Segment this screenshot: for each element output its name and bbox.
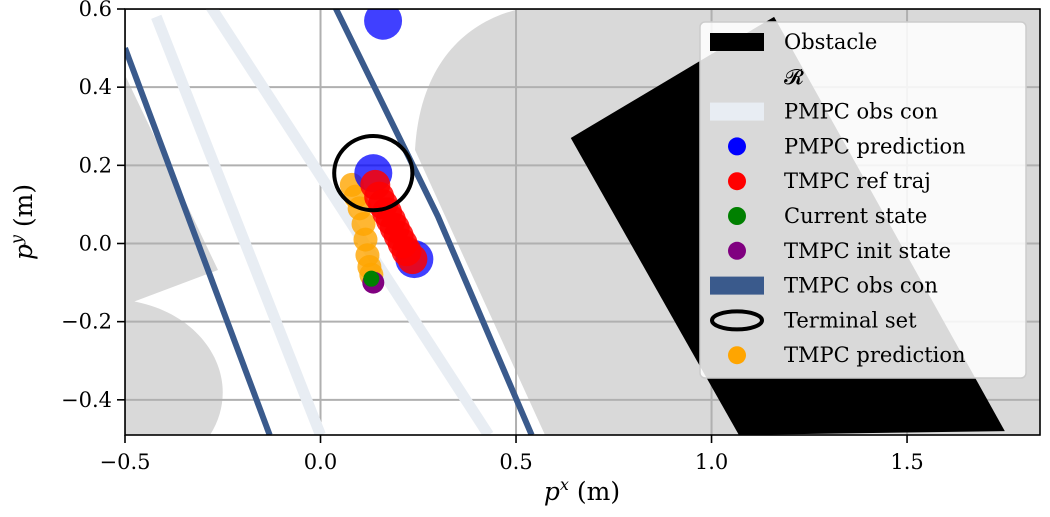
y-tick-label-2: 0.0 xyxy=(79,231,112,255)
legend-box xyxy=(699,21,1027,379)
y-tick-label-3: 0.2 xyxy=(79,153,112,177)
region-r-left-upper xyxy=(125,75,218,305)
x-tick-label-4: 1.5 xyxy=(890,450,923,474)
legend-swatch-tmpc-prediction xyxy=(728,346,746,365)
current-state-point-0 xyxy=(363,270,380,287)
legend-swatch-tmpc-init-state xyxy=(728,241,746,260)
legend-swatch-tmpc-obs-con xyxy=(710,276,764,295)
x-tick-label-0: −0.5 xyxy=(100,450,151,474)
legend-label-tmpc-obs-con: TMPC obs con xyxy=(784,274,938,298)
tmpc-obs-con-line-0 xyxy=(125,47,273,435)
tmpc-obs-con-line-1 xyxy=(332,9,535,435)
y-tick-label-4: 0.4 xyxy=(79,75,112,99)
legend-label-terminal-set: Terminal set xyxy=(784,308,917,332)
legend-label-obstacle: Obstacle xyxy=(784,30,877,54)
legend-swatch-tmpc-ref-traj xyxy=(728,172,746,191)
legend-label-pmpc-prediction: PMPC prediction xyxy=(784,134,966,158)
axis-ticks: −0.5 0.0 0.5 1.0 1.5 −0.4 −0.2 0.0 0.2 0.4 0.6 xyxy=(61,0,924,474)
pmpc-obs-con-line-1 xyxy=(205,9,494,435)
legend-label-current-state: Current state xyxy=(784,204,927,228)
x-tick-label-1: 0.0 xyxy=(304,450,337,474)
legend: Obstacle 𝓡 PMPC obs con PMPC prediction TMPC… xyxy=(699,21,1027,379)
legend-label-tmpc-prediction: TMPC prediction xyxy=(784,343,966,367)
y-axis-label: py (m) xyxy=(7,184,38,260)
y-tick-label-1: −0.2 xyxy=(61,310,112,334)
x-tick-label-2: 0.5 xyxy=(499,450,532,474)
legend-swatch-pmpc-obs-con xyxy=(710,102,764,121)
legend-label-tmpc-init-state: TMPC init state xyxy=(784,239,951,263)
pmpc-prediction-point-0 xyxy=(364,9,403,40)
plot-frame xyxy=(124,8,1041,436)
terminal-set-ellipse xyxy=(332,134,415,213)
legend-swatch-terminal-set xyxy=(710,309,764,332)
y-tick-label-5: 0.6 xyxy=(79,0,112,21)
legend-label-tmpc-ref-traj: TMPC ref traj xyxy=(784,169,931,193)
x-axis-label: px (m) xyxy=(544,475,620,506)
legend-swatch-obstacle xyxy=(710,33,764,51)
legend-swatch-region-r xyxy=(710,67,764,86)
y-tick-label-0: −0.4 xyxy=(61,388,112,412)
legend-label-region-r: 𝓡 xyxy=(784,65,804,89)
legend-swatch-current-state xyxy=(728,207,746,225)
legend-swatch-pmpc-prediction xyxy=(728,137,746,156)
pmpc-obs-con-line-0 xyxy=(151,14,326,435)
legend-label-pmpc-obs-con: PMPC obs con xyxy=(784,100,938,124)
tmpc-ref-traj-point-9 xyxy=(397,244,428,275)
region-r-left-lower xyxy=(125,300,223,435)
x-tick-label-3: 1.0 xyxy=(695,450,728,474)
